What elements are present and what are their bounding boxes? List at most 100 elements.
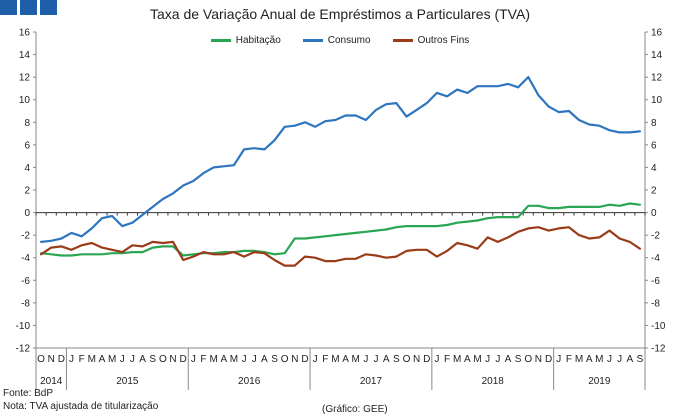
x-month-label: A xyxy=(383,354,390,365)
x-year-label: 2017 xyxy=(360,376,383,387)
x-year-label: 2015 xyxy=(116,376,139,387)
footer-note: Nota: TVA ajustada de titularização xyxy=(3,401,159,412)
y-tick-label-left: -4 xyxy=(21,253,30,264)
x-month-label: D xyxy=(180,354,187,365)
x-month-label: A xyxy=(261,354,268,365)
y-tick-label-left: 0 xyxy=(24,208,30,219)
x-month-label: A xyxy=(99,354,106,365)
y-tick-label-left: -8 xyxy=(21,298,30,309)
x-year-label: 2016 xyxy=(238,376,261,387)
y-tick-label-left: -12 xyxy=(16,344,31,355)
chart-title: Taxa de Variação Anual de Empréstimos a … xyxy=(150,6,530,22)
legend-label-outros-fins: Outros Fins xyxy=(417,35,470,46)
y-tick-label-right: 0 xyxy=(651,208,657,219)
x-month-label: D xyxy=(423,354,430,365)
x-month-label: S xyxy=(637,354,644,365)
legend-item-consumo: Consumo xyxy=(302,35,371,46)
x-month-label: M xyxy=(209,354,217,365)
x-month-label: D xyxy=(545,354,552,365)
x-year-label: 2014 xyxy=(40,376,63,387)
footer-credit: (Gráfico: GEE) xyxy=(322,404,388,415)
x-month-label: J xyxy=(69,354,74,365)
y-tick-label-right: -8 xyxy=(651,298,660,309)
x-month-label: J xyxy=(242,354,247,365)
x-month-label: A xyxy=(586,354,593,365)
x-month-label: M xyxy=(352,354,360,365)
x-month-label: J xyxy=(485,354,490,365)
y-tick-label-right: -10 xyxy=(651,321,666,332)
x-month-label: J xyxy=(363,354,368,365)
x-month-label: A xyxy=(342,354,349,365)
x-month-label: M xyxy=(595,354,603,365)
legend-label-habitacao: Habitação xyxy=(235,35,281,46)
y-tick-label-right: 6 xyxy=(651,140,657,151)
legend-swatch-consumo xyxy=(302,39,323,42)
x-month-label: A xyxy=(505,354,512,365)
x-year-label: 2018 xyxy=(482,376,505,387)
y-tick-label-right: -2 xyxy=(651,231,660,242)
y-tick-label-right: -12 xyxy=(651,344,666,355)
legend-item-outros-fins: Outros Fins xyxy=(392,35,470,46)
x-month-label: D xyxy=(301,354,308,365)
y-tick-label-right: 10 xyxy=(651,95,663,106)
x-year-label: 2019 xyxy=(588,376,611,387)
x-month-label: A xyxy=(139,354,146,365)
x-month-label: S xyxy=(393,354,400,365)
x-month-label: O xyxy=(524,354,532,365)
legend-swatch-habitacao xyxy=(210,39,231,42)
y-tick-label-left: 12 xyxy=(19,73,31,84)
footer-source: Fonte: BdP xyxy=(3,388,54,399)
x-month-label: A xyxy=(626,354,633,365)
x-month-label: O xyxy=(159,354,167,365)
x-month-label: J xyxy=(130,354,135,365)
x-month-label: J xyxy=(617,354,622,365)
y-tick-label-left: -2 xyxy=(21,231,30,242)
logo-square xyxy=(0,0,17,15)
x-month-label: N xyxy=(535,354,542,365)
x-month-label: O xyxy=(403,354,411,365)
y-tick-label-right: 2 xyxy=(651,186,657,197)
x-month-label: S xyxy=(149,354,156,365)
x-month-label: M xyxy=(331,354,339,365)
x-month-label: J xyxy=(313,354,318,365)
x-month-label: F xyxy=(566,354,572,365)
legend-item-habitacao: Habitação xyxy=(210,35,281,46)
x-month-label: O xyxy=(37,354,45,365)
y-tick-label-left: 2 xyxy=(24,186,30,197)
x-month-label: M xyxy=(473,354,481,365)
x-month-label: M xyxy=(453,354,461,365)
y-tick-label-left: 10 xyxy=(19,95,31,106)
x-month-label: M xyxy=(230,354,238,365)
logo-square xyxy=(40,0,57,15)
x-month-label: N xyxy=(169,354,176,365)
series-line-habitacao xyxy=(39,202,642,257)
y-tick-label-right: -4 xyxy=(651,253,660,264)
x-month-label: M xyxy=(108,354,116,365)
series-line-outros-fins xyxy=(39,226,642,267)
x-month-label: N xyxy=(413,354,420,365)
y-tick-label-left: 16 xyxy=(19,28,31,39)
series-line-consumo xyxy=(39,75,642,243)
y-tick-label-right: 12 xyxy=(651,73,663,84)
legend-label-consumo: Consumo xyxy=(327,35,371,46)
y-tick-label-left: -10 xyxy=(16,321,31,332)
x-month-label: F xyxy=(79,354,85,365)
x-month-label: F xyxy=(200,354,206,365)
y-tick-label-left: 14 xyxy=(19,50,31,61)
x-month-label: F xyxy=(322,354,328,365)
x-month-label: J xyxy=(495,354,500,365)
chart-legend: Habitação Consumo Outros Fins xyxy=(0,35,680,46)
y-tick-label-left: 6 xyxy=(24,140,30,151)
x-month-label: J xyxy=(607,354,612,365)
y-tick-label-left: -6 xyxy=(21,276,30,287)
x-month-label: D xyxy=(58,354,65,365)
x-month-label: J xyxy=(434,354,439,365)
y-tick-label-right: 4 xyxy=(651,163,657,174)
x-month-label: S xyxy=(271,354,278,365)
y-tick-label-left: 4 xyxy=(24,163,30,174)
x-month-label: J xyxy=(252,354,257,365)
y-tick-label-right: 8 xyxy=(651,118,657,129)
x-month-label: N xyxy=(48,354,55,365)
y-tick-label-right: 14 xyxy=(651,50,663,61)
